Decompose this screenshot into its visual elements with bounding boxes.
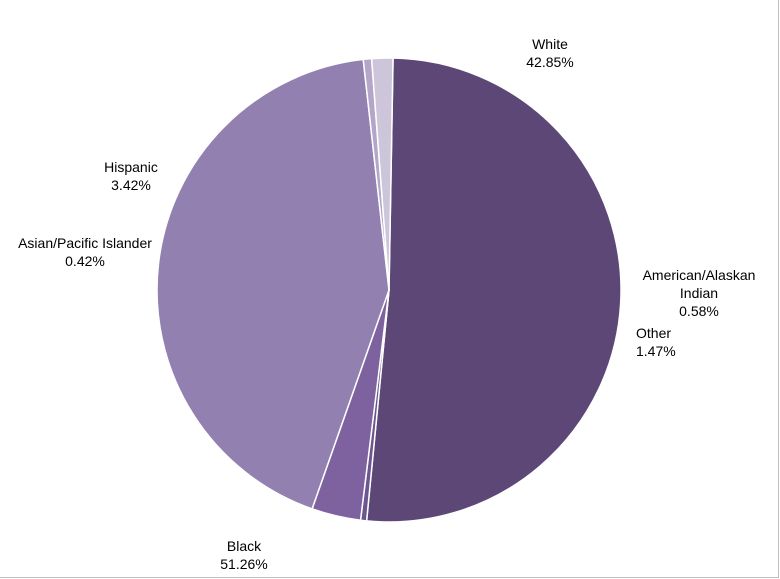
slice-label-line: Indian [680,285,718,301]
slice-label-line: 0.58% [679,303,719,319]
slice-label-line: White [532,36,568,52]
slice-label-black: Black 51.26% [220,538,267,572]
slice-label-american-alaskan-indian: American/Alaskan Indian 0.58% [643,267,756,319]
pie-slices [156,57,622,523]
slice-label-asian-pacific-islander: Asian/Pacific Islander 0.42% [18,235,152,269]
slice-label-line: Asian/Pacific Islander [18,235,152,251]
slice-label-line: 0.42% [65,253,105,269]
slice-label-line: Hispanic [104,159,158,175]
pie-slice-black [365,57,622,523]
slice-label-line: 42.85% [526,54,573,70]
slice-label-other: Other 1.47% [636,325,676,359]
slice-label-line: 51.26% [220,556,267,572]
pie-slice-white [156,58,390,510]
slice-label-line: Black [227,538,262,554]
slice-label-line: American/Alaskan [643,267,756,283]
pie-slice-other [370,57,394,291]
pie-labels: Black 51.26% Asian/Pacific Islander 0.42% Hi… [18,36,755,572]
slice-label-line: Other [636,325,671,341]
slice-label-hispanic: Hispanic 3.42% [104,159,158,193]
slice-label-line: 1.47% [636,343,676,359]
slice-label-white: White 42.85% [526,36,573,70]
slice-label-line: 3.42% [111,177,151,193]
